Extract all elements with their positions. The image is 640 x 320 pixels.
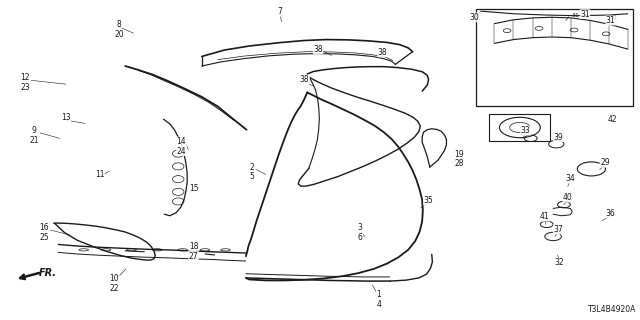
Text: 42: 42 — [607, 115, 618, 124]
Bar — [476, 9, 633, 106]
Text: 38: 38 — [300, 75, 310, 84]
Text: 8: 8 — [116, 20, 121, 29]
Text: 38: 38 — [378, 48, 387, 57]
Text: 31: 31 — [572, 13, 579, 19]
Text: 10: 10 — [109, 274, 119, 283]
Text: 9: 9 — [31, 126, 36, 135]
Text: 5: 5 — [249, 172, 254, 181]
Text: T3L4B4920A: T3L4B4920A — [588, 305, 636, 314]
Text: 3: 3 — [358, 223, 363, 232]
Text: 29: 29 — [600, 158, 610, 167]
Text: 37: 37 — [554, 225, 563, 234]
Text: 4: 4 — [376, 300, 381, 308]
Text: 31: 31 — [580, 10, 590, 19]
Bar — [489, 114, 550, 141]
Text: 35: 35 — [424, 196, 433, 205]
Text: 7: 7 — [277, 7, 282, 16]
Text: 27: 27 — [189, 252, 198, 261]
Text: 1: 1 — [376, 290, 381, 299]
Text: 20: 20 — [114, 30, 124, 39]
Text: 18: 18 — [189, 242, 198, 251]
Text: 31: 31 — [610, 15, 618, 20]
Text: 41: 41 — [540, 212, 550, 221]
Text: 24: 24 — [177, 147, 186, 156]
Text: 2: 2 — [250, 163, 254, 172]
Text: FR.: FR. — [39, 268, 57, 278]
Text: 12: 12 — [20, 73, 29, 82]
Text: 13: 13 — [61, 113, 70, 122]
Text: 30: 30 — [470, 13, 479, 22]
Text: 11: 11 — [95, 170, 104, 179]
Text: 28: 28 — [454, 159, 464, 168]
Text: 40: 40 — [563, 193, 573, 202]
Text: 36: 36 — [605, 209, 616, 218]
Text: 15: 15 — [189, 184, 199, 193]
Text: 14: 14 — [177, 137, 186, 146]
Text: 22: 22 — [109, 284, 119, 292]
Text: 33: 33 — [521, 126, 531, 135]
Text: 38: 38 — [313, 44, 323, 54]
Text: 19: 19 — [454, 150, 464, 159]
Text: 32: 32 — [555, 258, 564, 267]
Text: 34: 34 — [566, 174, 575, 183]
Text: 16: 16 — [39, 223, 49, 232]
Text: 31: 31 — [605, 16, 616, 25]
Text: 6: 6 — [358, 233, 363, 242]
Text: 23: 23 — [20, 83, 30, 92]
Text: 21: 21 — [29, 136, 38, 145]
Text: 39: 39 — [554, 132, 563, 141]
Text: 25: 25 — [39, 233, 49, 242]
